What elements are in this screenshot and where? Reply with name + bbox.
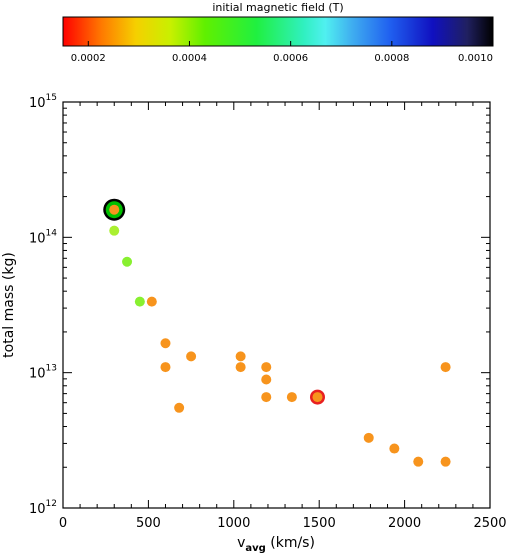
x-axis: 0 500 1000 1500 2000 2500 [59,102,507,531]
x-tick-label: 2500 [473,516,506,531]
data-point [312,392,323,403]
y-tick-exponent: 14 [46,228,58,238]
colorbar-tick-label: 0.0006 [273,53,308,64]
data-point [440,456,451,467]
y-tick-label: 1015 [29,93,57,111]
x-tick-label: 1500 [303,516,336,531]
y-tick-base: 10 [29,502,46,517]
data-point [261,392,272,403]
data-point [389,443,400,454]
data-point [440,362,451,373]
plot-frame [62,101,491,509]
y-tick-label: 1014 [29,228,57,246]
y-tick-exponent: 15 [46,93,57,103]
y-tick-base: 10 [29,96,46,111]
data-point [235,351,246,362]
colorbar-tick-label: 0.0008 [374,53,409,64]
data-point [174,402,185,413]
x-tick-label: 1000 [217,516,250,531]
data-point [261,374,272,385]
x-axis-title-main: v [237,535,245,551]
data-point [286,392,297,403]
y-tick-base: 10 [29,231,46,246]
y-axis-title: total mass (kg) [1,252,17,358]
colorbar-title: initial magnetic field (T) [212,1,343,14]
x-axis-title-subscript: avg [245,543,265,553]
data-point [261,362,272,373]
x-axis-title: vavg (km/s) [237,535,315,553]
y-tick-exponent: 12 [46,499,57,509]
data-point [235,362,246,373]
data-point [109,225,120,236]
colorbar-tick-label: 0.0002 [71,53,106,64]
x-axis-title-unit: (km/s) [266,535,315,551]
colorbar-tick-label: 0.0010 [458,53,493,64]
data-point [160,338,171,349]
data-point [146,296,157,307]
y-tick-label: 1012 [29,499,57,517]
x-tick-label: 2000 [388,516,421,531]
y-tick-label: 1013 [29,364,57,382]
data-point [122,256,133,267]
data-point [363,432,374,443]
colorbar-ticks: 0.0002 0.0004 0.0006 0.0008 0.0010 [71,41,494,64]
data-point [109,204,120,215]
data-point [186,351,197,362]
data-points [103,198,451,467]
x-tick-label: 500 [136,516,161,531]
data-point [160,362,171,373]
data-point [134,296,145,307]
colorbar-tick-label: 0.0004 [172,53,207,64]
y-tick-base: 10 [29,367,46,382]
colorbar-gradient [62,16,494,47]
x-tick-label: 0 [59,516,67,531]
y-tick-exponent: 13 [46,364,57,374]
data-point [413,456,424,467]
